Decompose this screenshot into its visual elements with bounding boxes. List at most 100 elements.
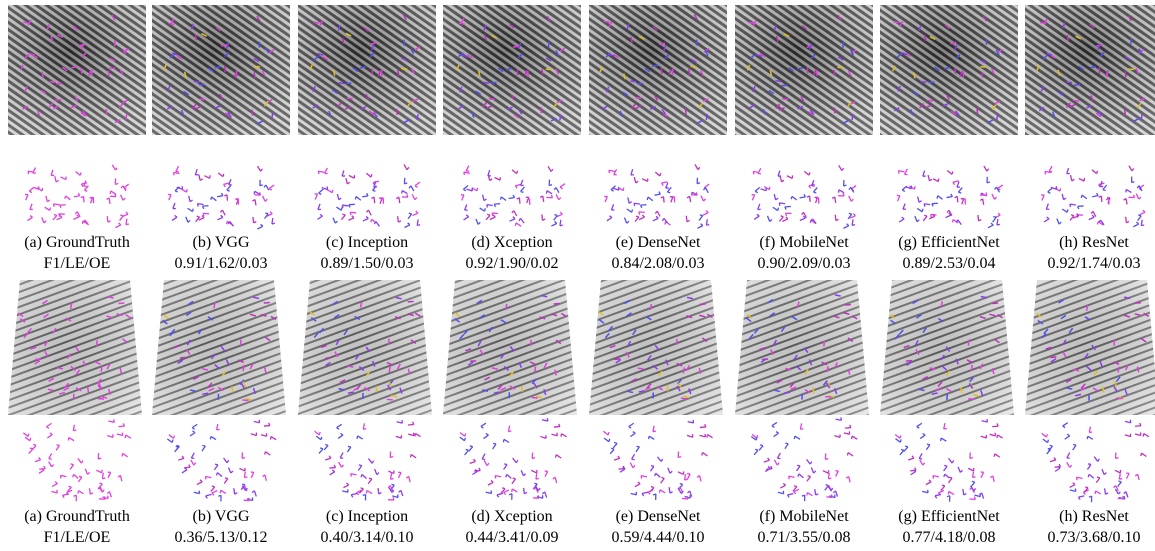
- minutia-mark: [624, 218, 626, 224]
- minutia-mark: [538, 495, 539, 498]
- minutia-mark: [823, 471, 828, 474]
- minutia-mark: [60, 475, 66, 476]
- minutia-mark: [115, 194, 116, 197]
- minutia-mark: [705, 188, 708, 193]
- minutia-mark: [638, 482, 640, 484]
- minutia-mark: [272, 218, 273, 224]
- minutia-mark: [55, 482, 57, 484]
- minutia-overlay: [1090, 67, 1096, 68]
- minutia-mark: [632, 209, 633, 212]
- minutia-mark: [254, 421, 260, 422]
- minutia-mark: [465, 204, 467, 210]
- minutia-mark: [604, 438, 609, 442]
- minutia-mark: [1087, 436, 1088, 439]
- minutia-mark: [798, 474, 799, 477]
- minutia-mark: [791, 196, 792, 199]
- minutia-mark: [335, 221, 337, 223]
- minutia-mark: [346, 483, 348, 485]
- minutia-mark: [953, 182, 955, 184]
- minutia-mark: [227, 460, 229, 463]
- minutia-mark: [363, 423, 364, 429]
- minutia-mark: [224, 184, 226, 186]
- minutia-mark: [787, 494, 793, 495]
- minutia-mark: [460, 433, 465, 437]
- caption-metrics: 0.91/1.62/0.03: [175, 255, 268, 272]
- minutia-mark: [847, 224, 849, 226]
- minutia-mark: [548, 166, 551, 171]
- minutia-mark: [56, 180, 58, 182]
- minutia-mark: [47, 423, 52, 426]
- minutia-mark: [649, 436, 650, 439]
- minutia-mark: [54, 204, 55, 207]
- minutia-mark: [347, 182, 349, 184]
- minutia-overlay: [535, 367, 536, 373]
- minutia-mark: [667, 192, 670, 193]
- minutia-mark: [319, 432, 320, 435]
- minutia-mark: [656, 473, 660, 477]
- minutia-mark: [464, 172, 470, 173]
- minutia-mark: [1047, 217, 1049, 219]
- minutia-mark: [532, 458, 535, 459]
- minutia-mark: [227, 221, 228, 224]
- minutia-mark: [408, 434, 414, 436]
- minutia-mark: [991, 223, 993, 225]
- minutia-mark: [504, 439, 509, 442]
- minutia-mark: [190, 200, 192, 202]
- minutia-mark: [560, 212, 562, 214]
- minutia-mark: [480, 208, 485, 211]
- minutia-mark: [984, 166, 987, 171]
- minutia-mark: [363, 429, 366, 430]
- minutia-mark: [1138, 474, 1139, 480]
- minutia-mark: [1071, 175, 1072, 181]
- minutia-mark: [227, 195, 228, 201]
- minutia-mark: [347, 447, 350, 452]
- minutia-mark: [415, 182, 420, 185]
- minutia-mark: [366, 210, 368, 212]
- minutia-mark: [517, 171, 518, 174]
- minutia-mark: [396, 436, 402, 438]
- minutia-mark: [220, 490, 221, 493]
- minutia-mark: [843, 193, 844, 196]
- minutia-mark: [960, 470, 962, 472]
- minutia-mark: [254, 491, 256, 497]
- minutia-mark: [366, 173, 371, 177]
- minutia-mark: [779, 203, 785, 204]
- caption-metrics: 0.36/5.13/0.12: [175, 529, 268, 546]
- minutia-mark: [258, 166, 261, 171]
- minutia-mark: [512, 211, 514, 213]
- minutia-mark: [410, 454, 411, 457]
- minutia-mark: [217, 429, 220, 430]
- minutia-mark: [367, 491, 372, 494]
- minutia-mark: [463, 189, 466, 190]
- minutia-mark: [203, 213, 204, 216]
- minutia-mark: [777, 453, 780, 458]
- minutia-mark: [611, 190, 614, 191]
- minutia-mark: [194, 463, 196, 465]
- minutia-mark: [249, 498, 250, 501]
- minutia-mark: [1116, 458, 1119, 459]
- minutia-overlay: [683, 367, 684, 373]
- minutia-mark: [466, 166, 469, 171]
- minutia-mark: [937, 196, 938, 199]
- minutia-mark: [1118, 482, 1122, 487]
- minutia-mark: [836, 491, 838, 497]
- minutia-mark: [629, 202, 631, 204]
- minutia-mark: [206, 496, 208, 498]
- minutia-mark: [657, 457, 661, 462]
- minutia-mark: [390, 457, 393, 458]
- minutia-mark: [810, 196, 811, 202]
- minutia-mark: [346, 178, 347, 184]
- caption-metrics: 0.44/3.41/0.09: [466, 529, 559, 546]
- minutia-overlay: [372, 69, 373, 75]
- minutia-mark: [466, 449, 469, 450]
- minutia-mark: [634, 177, 635, 183]
- minutia-mark: [61, 177, 66, 180]
- minutia-mark: [502, 488, 505, 489]
- minutia-mark: [785, 443, 788, 444]
- caption-metrics: 0.84/2.08/0.03: [612, 255, 705, 272]
- minutia-overlay: [71, 67, 77, 68]
- minutia-mark: [493, 215, 495, 217]
- minutia-mark: [1144, 434, 1149, 437]
- minutia-mark: [941, 438, 942, 441]
- minutia-mark: [639, 217, 644, 219]
